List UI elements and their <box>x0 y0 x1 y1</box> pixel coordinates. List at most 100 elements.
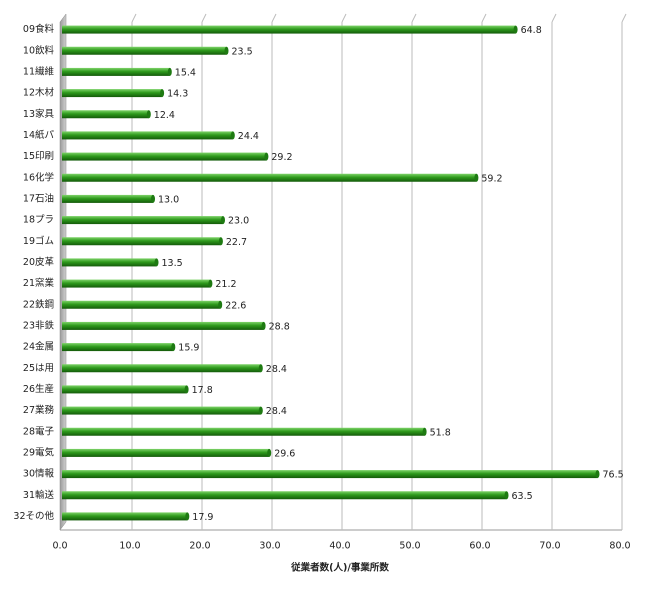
bar <box>62 216 223 225</box>
x-tick-label: 20.0 <box>189 541 210 552</box>
x-tick-label: 0.0 <box>52 541 67 552</box>
bar-cap <box>167 67 172 76</box>
y-tick-label: 16化学 <box>23 171 54 183</box>
value-label: 14.3 <box>167 89 188 100</box>
value-label: 17.8 <box>192 385 213 396</box>
value-label: 15.9 <box>178 343 199 354</box>
value-label: 28.4 <box>266 364 287 375</box>
bar-cap <box>258 364 263 373</box>
y-tick-label: 25は用 <box>23 363 54 374</box>
value-label: 24.4 <box>238 131 259 142</box>
bar <box>62 110 149 119</box>
bar <box>62 385 187 394</box>
value-label: 17.9 <box>192 512 213 523</box>
bar-cap <box>261 321 266 330</box>
x-tick-label: 60.0 <box>469 541 490 552</box>
value-label: 59.2 <box>481 173 502 184</box>
y-tick-label: 09食料 <box>23 23 55 35</box>
y-tick-label: 11繊維 <box>23 65 55 77</box>
value-label: 22.6 <box>225 300 246 311</box>
bar-cap <box>221 216 225 225</box>
grid-line-top <box>551 13 557 23</box>
bar-cap <box>218 300 223 309</box>
value-label: 28.8 <box>269 321 290 332</box>
value-label: 15.4 <box>175 67 196 78</box>
value-label: 21.2 <box>215 279 236 290</box>
value-label: 28.4 <box>266 406 287 417</box>
x-tick-label: 50.0 <box>399 541 420 552</box>
y-tick-label: 28電子 <box>23 426 55 437</box>
grid-line-top <box>341 13 347 23</box>
bar-cap <box>160 89 165 98</box>
x-axis-label: 従業者数(人)/事業所数 <box>290 562 389 574</box>
bar <box>62 300 221 309</box>
x-tick-label: 30.0 <box>259 541 280 552</box>
bar <box>62 25 516 34</box>
bar <box>62 427 425 436</box>
bar-cap <box>422 427 427 436</box>
y-tick-label: 12木材 <box>23 87 55 99</box>
bar <box>62 237 221 246</box>
bar-cap <box>504 491 509 500</box>
grid-line-top <box>131 13 137 23</box>
value-label: 13.0 <box>158 194 179 205</box>
bar <box>62 152 267 161</box>
y-tick-label: 19ゴム <box>23 235 54 247</box>
y-tick-label: 26生産 <box>23 383 54 395</box>
bar <box>62 67 170 76</box>
bar <box>62 364 261 373</box>
bar-cap <box>185 512 190 521</box>
grid-line-top <box>481 13 487 23</box>
y-tick-label: 15印刷 <box>23 150 54 162</box>
bar-cap <box>146 110 151 119</box>
y-tick-label: 17石油 <box>23 192 54 204</box>
x-tick-label: 70.0 <box>539 541 560 552</box>
bar <box>62 89 163 98</box>
value-label: 23.0 <box>228 216 249 227</box>
x-tick-label: 40.0 <box>329 541 350 552</box>
y-tick-label: 23非鉄 <box>23 319 55 331</box>
value-label: 29.2 <box>271 152 292 163</box>
y-tick-label: 10飲料 <box>23 44 55 56</box>
bar <box>62 258 157 267</box>
bar-cap <box>208 279 213 288</box>
bar <box>62 131 233 140</box>
x-tick-label: 80.0 <box>609 541 630 552</box>
bar-cap <box>184 385 189 394</box>
bar-cap <box>474 173 479 182</box>
y-tick-label: 29電気 <box>23 446 55 458</box>
side-wall <box>59 13 67 531</box>
y-tick-label: 13家具 <box>23 108 55 120</box>
y-tick-label: 32その他 <box>13 510 54 522</box>
bar-cap <box>151 194 155 203</box>
y-tick-label: 14紙パ <box>23 129 55 141</box>
y-tick-label: 24金属 <box>23 341 54 353</box>
value-label: 76.5 <box>603 470 624 481</box>
value-label: 63.5 <box>512 491 533 502</box>
bar <box>62 46 227 55</box>
bar-cap <box>264 152 269 161</box>
bar-cap <box>224 46 229 55</box>
bar <box>62 491 507 500</box>
bar <box>62 321 264 330</box>
grid-line-top <box>621 13 627 23</box>
bar <box>62 173 477 182</box>
bar <box>62 194 153 203</box>
bar-cap <box>513 25 518 34</box>
x-tick-label: 10.0 <box>119 541 140 552</box>
bar-cap <box>230 131 235 140</box>
bar <box>62 406 261 415</box>
value-label: 29.6 <box>274 448 295 459</box>
value-label: 22.7 <box>226 237 247 248</box>
bar-cap <box>267 448 272 457</box>
value-label: 51.8 <box>430 427 451 438</box>
y-tick-label: 27業務 <box>23 404 55 416</box>
bar-cap <box>258 406 263 415</box>
y-tick-label: 20皮革 <box>23 256 55 268</box>
y-tick-label: 21窯業 <box>23 277 55 289</box>
grid-line-top <box>201 13 207 23</box>
bar <box>62 279 211 288</box>
bar-cap <box>218 237 223 246</box>
y-tick-label: 22鉄鋼 <box>23 298 54 310</box>
